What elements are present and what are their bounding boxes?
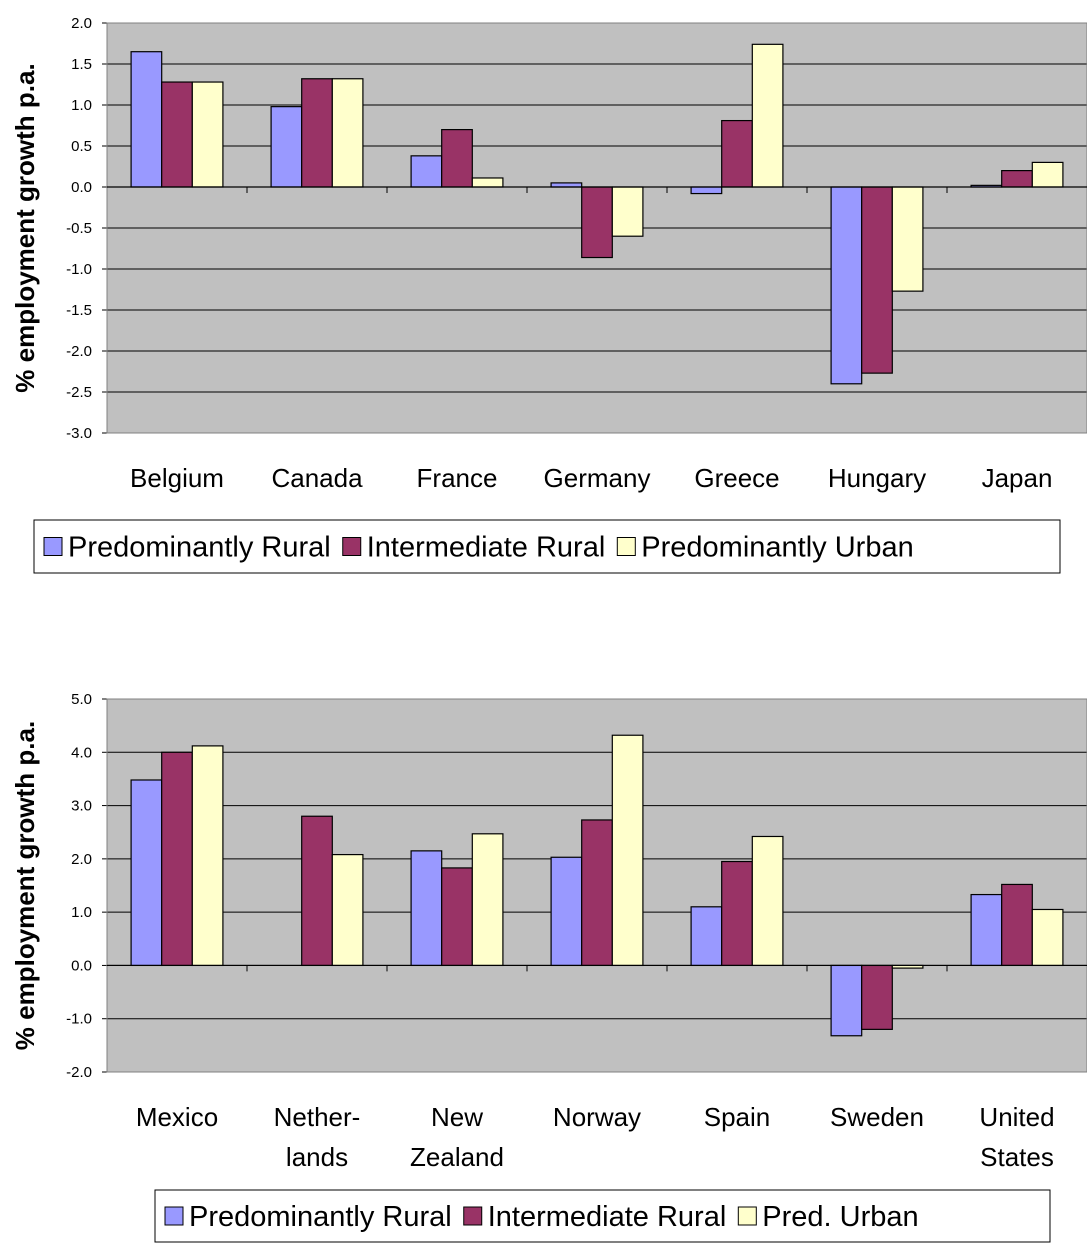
x-tick-label: Germany [544, 463, 651, 493]
x-tick-label: lands [286, 1142, 348, 1172]
bar [861, 964, 893, 1030]
x-tick-label: Sweden [830, 1102, 924, 1132]
x-tick-label: Spain [704, 1102, 771, 1132]
y-axis-title: % employment growth p.a. [10, 63, 40, 392]
bar [410, 850, 443, 967]
legend-label: Intermediate Rural [488, 1201, 727, 1233]
bar [581, 819, 613, 967]
x-tick-label: Mexico [136, 1102, 218, 1132]
bar [721, 119, 753, 188]
bar [611, 734, 644, 967]
legend-box [154, 1189, 1051, 1243]
bar [721, 860, 753, 967]
bar [441, 129, 473, 188]
bar [830, 964, 863, 1037]
x-tick-label: France [417, 463, 498, 493]
bar [130, 779, 163, 967]
legend-swatch [43, 537, 63, 556]
x-tick-label: New [431, 1102, 483, 1132]
x-tick-label: Hungary [828, 463, 926, 493]
y-tick-label: -1.0 [66, 261, 92, 278]
y-tick-label: 0.5 [71, 138, 92, 155]
x-tick-label: Japan [982, 463, 1053, 493]
bar [1031, 161, 1064, 188]
bar [270, 106, 303, 188]
y-tick-label: -2.0 [66, 1064, 92, 1081]
legend-label: Pred. Urban [762, 1201, 918, 1233]
y-tick-label: 2.0 [71, 851, 92, 868]
legend-label: Predominantly Rural [68, 532, 331, 564]
bar [1001, 170, 1033, 188]
bar [690, 906, 723, 967]
legend: Predominantly Rural Intermediate Rural Pre… [33, 519, 1061, 574]
y-tick-label: -1.5 [66, 302, 92, 319]
y-tick-label: -3.0 [66, 425, 92, 442]
x-tick-label: Norway [553, 1102, 641, 1132]
x-tick-label: Canada [271, 463, 363, 493]
y-tick-label: -0.5 [66, 220, 92, 237]
bar [1031, 908, 1064, 967]
bar [161, 751, 193, 967]
bar [751, 835, 784, 967]
bar [191, 81, 224, 188]
bar [471, 833, 504, 967]
x-tick-label: Nether- [274, 1102, 361, 1132]
bar [331, 853, 364, 967]
legend-box [33, 519, 1061, 574]
x-tick-label: Belgium [130, 463, 224, 493]
legend-swatch [463, 1206, 483, 1226]
y-tick-label: 5.0 [71, 691, 92, 708]
x-tick-label: Zealand [410, 1142, 504, 1172]
bar [550, 182, 583, 188]
bar [891, 186, 924, 292]
bar [690, 186, 723, 195]
bar [130, 51, 163, 188]
bar [191, 745, 224, 967]
legend-swatch [342, 537, 362, 556]
plot-border [106, 698, 1087, 1073]
bar [441, 867, 473, 967]
y-tick-label: 4.0 [71, 744, 92, 761]
y-tick-label: 3.0 [71, 798, 92, 815]
bar [830, 186, 863, 385]
legend-label: Predominantly Rural [189, 1201, 452, 1233]
chart-2: -2.0 -1.0 0.0 1.0 2.0 3.0 4.0 5.0 Mexico Nether-l… [10, 691, 1087, 1243]
bar [970, 893, 1003, 967]
y-axis-title: % employment growth p.a. [10, 721, 40, 1050]
plot-border [106, 22, 1087, 434]
legend-swatch [164, 1206, 184, 1226]
bar [301, 815, 333, 967]
bar [301, 78, 333, 188]
legend-swatch [616, 537, 636, 556]
bar [550, 856, 583, 967]
bar [471, 177, 504, 188]
bar [861, 186, 893, 374]
y-tick-label: 0.0 [71, 957, 92, 974]
bar [1001, 883, 1033, 967]
legend: Predominantly Rural Intermediate Rural Pre… [154, 1189, 1051, 1243]
y-tick-label: 0.0 [71, 179, 92, 196]
bar [581, 186, 613, 259]
bar [161, 81, 193, 188]
bar [331, 78, 364, 188]
y-tick-label: 1.0 [71, 97, 92, 114]
x-tick-label: United [979, 1102, 1054, 1132]
legend-label: Predominantly Urban [641, 532, 913, 564]
legend-label: Intermediate Rural [367, 532, 606, 564]
y-tick-label: 1.0 [71, 904, 92, 921]
legend-swatch [737, 1206, 757, 1226]
y-tick-label: -2.0 [66, 343, 92, 360]
chart-1: -3.0 -2.5 -2.0 -1.5 -1.0 -0.5 0.0 0.5 1.0 1.5 2.0 B… [10, 15, 1087, 574]
y-tick-label: 2.0 [71, 15, 92, 32]
x-tick-label: Greece [694, 463, 779, 493]
bar [611, 186, 644, 237]
y-tick-label: -1.0 [66, 1011, 92, 1028]
y-tick-label: 1.5 [71, 56, 92, 73]
bar [751, 43, 784, 188]
x-tick-label: States [980, 1142, 1054, 1172]
y-tick-label: -2.5 [66, 384, 92, 401]
bar [410, 155, 443, 188]
